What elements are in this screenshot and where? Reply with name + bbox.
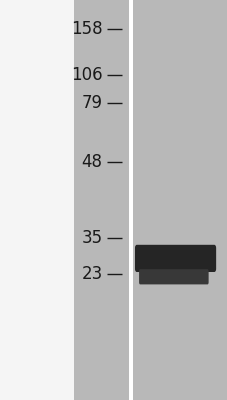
FancyBboxPatch shape [134, 245, 215, 272]
Text: 106: 106 [71, 66, 102, 84]
Bar [0, 0, 114, 400]
Text: 79: 79 [81, 94, 102, 112]
FancyBboxPatch shape [138, 269, 208, 284]
Text: 158: 158 [71, 20, 102, 38]
Text: 23: 23 [81, 265, 102, 283]
Bar [74, 0, 227, 400]
Bar [128, 0, 132, 400]
Text: 35: 35 [81, 229, 102, 247]
Text: 48: 48 [81, 153, 102, 171]
